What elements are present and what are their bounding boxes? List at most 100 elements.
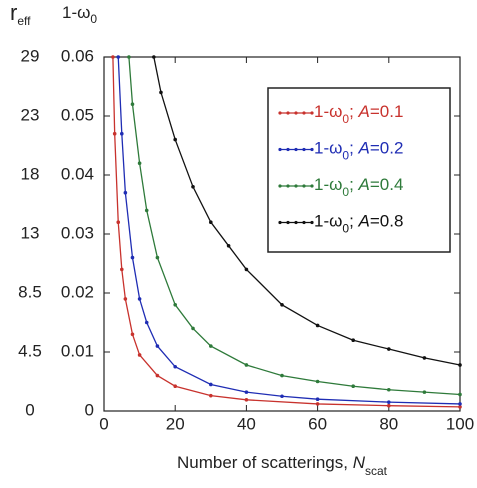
legend-param: A (358, 102, 370, 121)
legend-dot (278, 184, 282, 188)
legend-sep: ; (349, 175, 358, 194)
point (209, 344, 213, 348)
point (130, 332, 135, 337)
point (209, 382, 213, 387)
legend-dot (294, 111, 298, 115)
point (458, 363, 462, 367)
point (315, 323, 320, 328)
legend-param: A (358, 139, 370, 158)
point (123, 190, 128, 195)
point (155, 373, 160, 378)
x-tick-label: 0 (99, 414, 108, 433)
point (280, 373, 284, 378)
point (159, 90, 163, 95)
point (387, 400, 391, 404)
point (209, 220, 213, 224)
point (244, 397, 249, 402)
legend-sep: ; (349, 139, 358, 158)
y2-tick-label: 8.5 (18, 282, 42, 301)
point (173, 137, 177, 142)
point (280, 303, 284, 307)
y2-tick-label: 4.5 (18, 341, 42, 360)
y-tick-label: 0.02 (61, 282, 94, 301)
y-tick-label: 0.04 (61, 164, 94, 183)
point (191, 326, 195, 331)
legend-dot (286, 147, 290, 152)
point (123, 297, 128, 301)
point (173, 384, 177, 389)
y-tick-label: 0.01 (61, 341, 94, 360)
legend-name: 1-ω (314, 139, 342, 158)
legend-dot (278, 220, 282, 225)
legend-sub: 0 (342, 222, 349, 236)
legend-sep: ; (349, 102, 358, 121)
point (315, 397, 320, 402)
legend-dot (294, 147, 298, 152)
point (458, 402, 462, 406)
point (351, 384, 356, 389)
legend-dot (302, 111, 306, 115)
legend-dot (278, 147, 282, 152)
legend-value: =0.1 (370, 102, 404, 121)
y-tick-label: 0.06 (61, 46, 94, 65)
point (130, 255, 135, 260)
point (120, 267, 124, 272)
point (173, 364, 177, 369)
y-tick-label: 0 (85, 400, 94, 419)
legend-dot (294, 220, 298, 225)
point (144, 208, 149, 213)
legend-value: =0.8 (370, 212, 404, 231)
legend-param: A (358, 212, 370, 231)
point (144, 320, 149, 325)
point (315, 402, 320, 406)
legend-label: 1-ω0; A=0.8 (314, 212, 403, 236)
point (226, 244, 231, 248)
legend-sub: 0 (342, 112, 349, 126)
point (155, 255, 160, 260)
point (112, 131, 117, 136)
x-tick-label: 60 (308, 414, 327, 433)
series-line (112, 56, 461, 408)
point (351, 338, 356, 343)
point (387, 403, 391, 408)
point (137, 353, 142, 357)
y2-tick-label: 23 (21, 105, 40, 124)
legend-dot (302, 147, 306, 152)
y-label: 1-ω0 (62, 3, 97, 26)
legend-name: 1-ω (314, 102, 342, 121)
point (127, 55, 131, 59)
legend-dot (310, 147, 314, 152)
point (458, 405, 462, 409)
point (137, 161, 142, 165)
legend-dot (310, 220, 314, 225)
legend-dot (286, 184, 290, 188)
y2-tick-label: 13 (21, 223, 40, 242)
point (387, 347, 391, 351)
point (422, 356, 427, 360)
x-label: Number of scatterings, Nscat (177, 453, 388, 478)
point (173, 303, 177, 307)
legend-param: A (358, 175, 370, 194)
point (137, 297, 142, 301)
legend-label: 1-ω0; A=0.2 (314, 139, 403, 163)
x-tick-label: 100 (446, 414, 474, 433)
legend-dot (302, 220, 306, 225)
point (280, 394, 284, 399)
legend-value: =0.4 (370, 175, 404, 194)
y2-tick-label: 29 (21, 46, 40, 65)
point (315, 379, 320, 384)
y-tick-label: 0.03 (61, 223, 94, 242)
point (244, 363, 249, 367)
legend-value: =0.2 (370, 139, 404, 158)
point (244, 390, 249, 394)
y2-tick-label: 0 (25, 400, 34, 419)
legend-dot (302, 184, 306, 188)
point (191, 185, 195, 189)
legend-name: 1-ω (314, 212, 342, 231)
point (209, 393, 213, 398)
legend-box (267, 87, 451, 253)
legend-label: 1-ω0; A=0.4 (314, 175, 403, 199)
point (244, 267, 249, 272)
point (130, 102, 135, 106)
